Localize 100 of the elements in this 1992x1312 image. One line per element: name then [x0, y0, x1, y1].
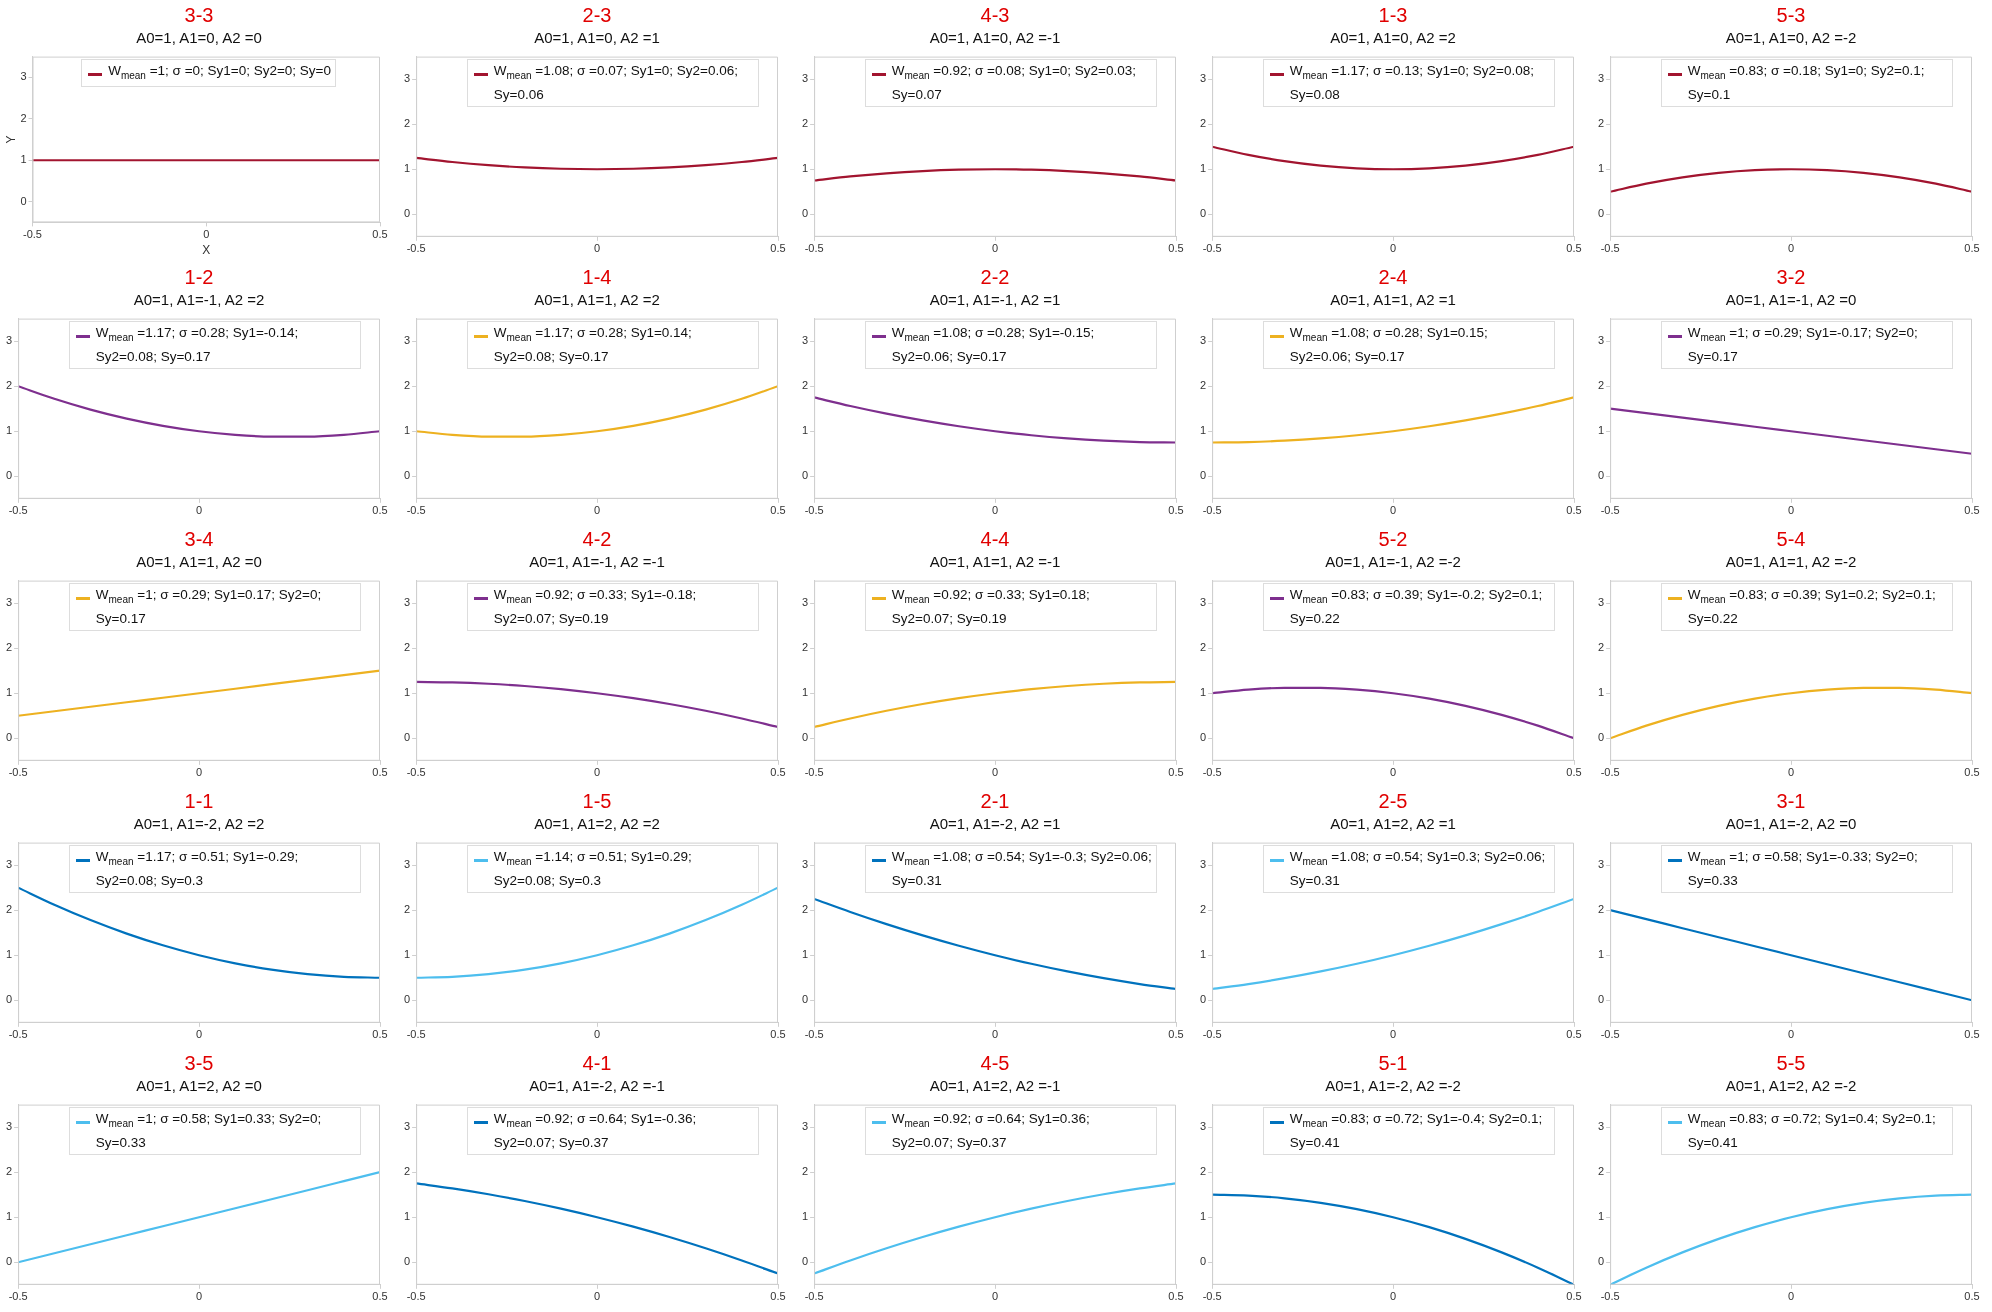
- chart-title: 3-4: [184, 527, 214, 552]
- y-tick-label: 3: [5, 334, 13, 347]
- chart-subtitle: A0=1, A1=-2, A2 =-1: [529, 1076, 665, 1096]
- y-tick-label: 3: [20, 70, 27, 83]
- y-tick-label: 3: [1199, 596, 1207, 609]
- x-tick-label: -0.5: [1202, 242, 1222, 255]
- legend-label: W$_{mean}$ =0.83; σ =0.39; Sy1=-0.2; Sy2=0.1; Sy=0.22: [1289, 585, 1544, 629]
- line-series: [416, 1182, 778, 1275]
- legend-label: W$_{mean}$ =0.83; σ =0.39; Sy1=0.2; Sy2=0.1; Sy=0.22: [1687, 585, 1937, 629]
- line-series: [416, 156, 778, 171]
- y-tick-label: 3: [1597, 72, 1605, 85]
- y-tick-label: 0: [801, 469, 809, 482]
- y-tick-label: 3: [403, 72, 411, 85]
- y-tick-label: 3: [801, 334, 809, 347]
- chart-title: 2-5: [1378, 789, 1408, 814]
- x-tick-label: 0.5: [1168, 504, 1184, 517]
- chart-title: 1-1: [184, 789, 214, 814]
- legend-label: W$_{mean}$ =0.92; σ =0.33; Sy1=0.18; Sy2=0.07; Sy=0.19: [891, 585, 1091, 629]
- y-tick-label: 2: [1199, 379, 1207, 392]
- chart-subtitle: A0=1, A1=1, A2 =2: [534, 290, 660, 310]
- x-tick-label: 0.5: [1168, 1290, 1184, 1303]
- y-tick-label: 2: [1199, 641, 1207, 654]
- x-tick-label: -0.5: [406, 504, 426, 517]
- y-tick-label: 3: [403, 1120, 411, 1133]
- y-tick-label: 3: [801, 596, 809, 609]
- legend-label: W$_{mean}$ =1; σ =0.29; Sy1=0.17; Sy2=0; Sy=0.17: [95, 585, 323, 629]
- x-tick-label: -0.5: [406, 1028, 426, 1041]
- chart-title: 1-3: [1378, 3, 1408, 28]
- chart-title: 2-2: [980, 265, 1010, 290]
- legend-label: W$_{mean}$ =1.08; σ =0.28; Sy1=-0.15; Sy2=0.06; Sy=0.17: [891, 323, 1096, 367]
- x-tick-label: -0.5: [1600, 242, 1620, 255]
- line-series: [1212, 396, 1574, 444]
- x-tick-label: 0: [594, 1290, 601, 1303]
- line-series: [18, 669, 380, 717]
- y-tick-label: 0: [1597, 993, 1605, 1006]
- chart-title: 4-5: [980, 1051, 1010, 1076]
- x-tick-label: 0.5: [1964, 504, 1980, 517]
- chart-subtitle: A0=1, A1=-1, A2 =-2: [1325, 552, 1461, 572]
- x-tick-label: 0.5: [372, 1290, 388, 1303]
- x-tick-label: 0.5: [1566, 766, 1582, 779]
- y-tick-label: 0: [1199, 731, 1207, 744]
- y-tick-label: 1: [801, 424, 809, 437]
- line-series: [416, 385, 778, 438]
- y-tick-label: 1: [1199, 424, 1207, 437]
- y-tick-label: 2: [403, 117, 411, 130]
- y-tick-label: 2: [20, 111, 27, 124]
- chart-title: 3-5: [184, 1051, 214, 1076]
- x-tick-label: 0.5: [770, 242, 786, 255]
- x-tick-label: -0.5: [1600, 504, 1620, 517]
- y-tick-label: 1: [20, 153, 27, 166]
- x-tick-label: 0: [196, 766, 203, 779]
- x-tick-label: 0: [196, 1290, 203, 1303]
- legend-label: W$_{mean}$ =1.08; σ =0.07; Sy1=0; Sy2=0.06; Sy=0.06: [493, 61, 739, 105]
- x-tick-label: 0.5: [1566, 1028, 1582, 1041]
- x-tick-label: 0: [196, 1028, 203, 1041]
- x-tick-label: 0.5: [1168, 242, 1184, 255]
- y-tick-label: 3: [1199, 334, 1207, 347]
- x-tick-label: 0.5: [372, 766, 388, 779]
- x-tick-label: -0.5: [804, 242, 824, 255]
- y-tick-label: 3: [403, 334, 411, 347]
- y-tick-label: 0: [1597, 207, 1605, 220]
- chart-subtitle: A0=1, A1=-1, A2 =2: [133, 290, 265, 310]
- y-tick-label: 1: [1199, 686, 1207, 699]
- chart-title: 2-3: [582, 3, 612, 28]
- y-tick-label: 2: [403, 1165, 411, 1178]
- y-tick-label: 1: [1597, 948, 1605, 961]
- y-tick-label: 2: [801, 641, 809, 654]
- chart-subtitle: A0=1, A1=1, A2 =1: [1330, 290, 1456, 310]
- x-tick-label: -0.5: [804, 1290, 824, 1303]
- x-axis-title: X: [202, 243, 211, 258]
- x-tick-label: -0.5: [1600, 1290, 1620, 1303]
- y-tick-label: 3: [801, 1120, 809, 1133]
- legend-label: W$_{mean}$ =0.92; σ =0.33; Sy1=-0.18; Sy2=0.07; Sy=0.19: [493, 585, 698, 629]
- y-tick-label: 0: [5, 993, 13, 1006]
- legend-label: W$_{mean}$ =1.17; σ =0.28; Sy1=0.14; Sy2=0.08; Sy=0.17: [493, 323, 693, 367]
- chart-subtitle: A0=1, A1=-1, A2 =1: [929, 290, 1061, 310]
- line-series: [1610, 909, 1972, 1002]
- y-tick-label: 2: [1199, 903, 1207, 916]
- y-tick-label: 2: [1597, 117, 1605, 130]
- y-tick-label: 1: [5, 424, 13, 437]
- x-tick-label: -0.5: [8, 1028, 28, 1041]
- x-tick-label: 0: [196, 504, 203, 517]
- y-tick-label: 2: [801, 1165, 809, 1178]
- x-tick-label: 0.5: [372, 228, 388, 241]
- chart-subtitle: A0=1, A1=2, A2 =1: [1330, 814, 1456, 834]
- x-tick-label: 0: [992, 504, 999, 517]
- y-tick-label: 1: [1597, 162, 1605, 175]
- y-tick-label: 2: [5, 1165, 13, 1178]
- legend-label: W$_{mean}$ =1; σ =0.29; Sy1=-0.17; Sy2=0; Sy=0.17: [1687, 323, 1919, 367]
- y-tick-label: 0: [801, 993, 809, 1006]
- x-tick-label: 0.5: [1964, 1028, 1980, 1041]
- y-tick-label: 0: [801, 1255, 809, 1268]
- x-tick-label: 0: [992, 242, 999, 255]
- y-tick-label: 0: [1199, 1255, 1207, 1268]
- y-tick-label: 1: [801, 948, 809, 961]
- line-series: [1610, 168, 1972, 193]
- line-series: [814, 897, 1176, 991]
- y-tick-label: 1: [801, 686, 809, 699]
- y-tick-label: 0: [1199, 993, 1207, 1006]
- chart-title: 2-4: [1378, 265, 1408, 290]
